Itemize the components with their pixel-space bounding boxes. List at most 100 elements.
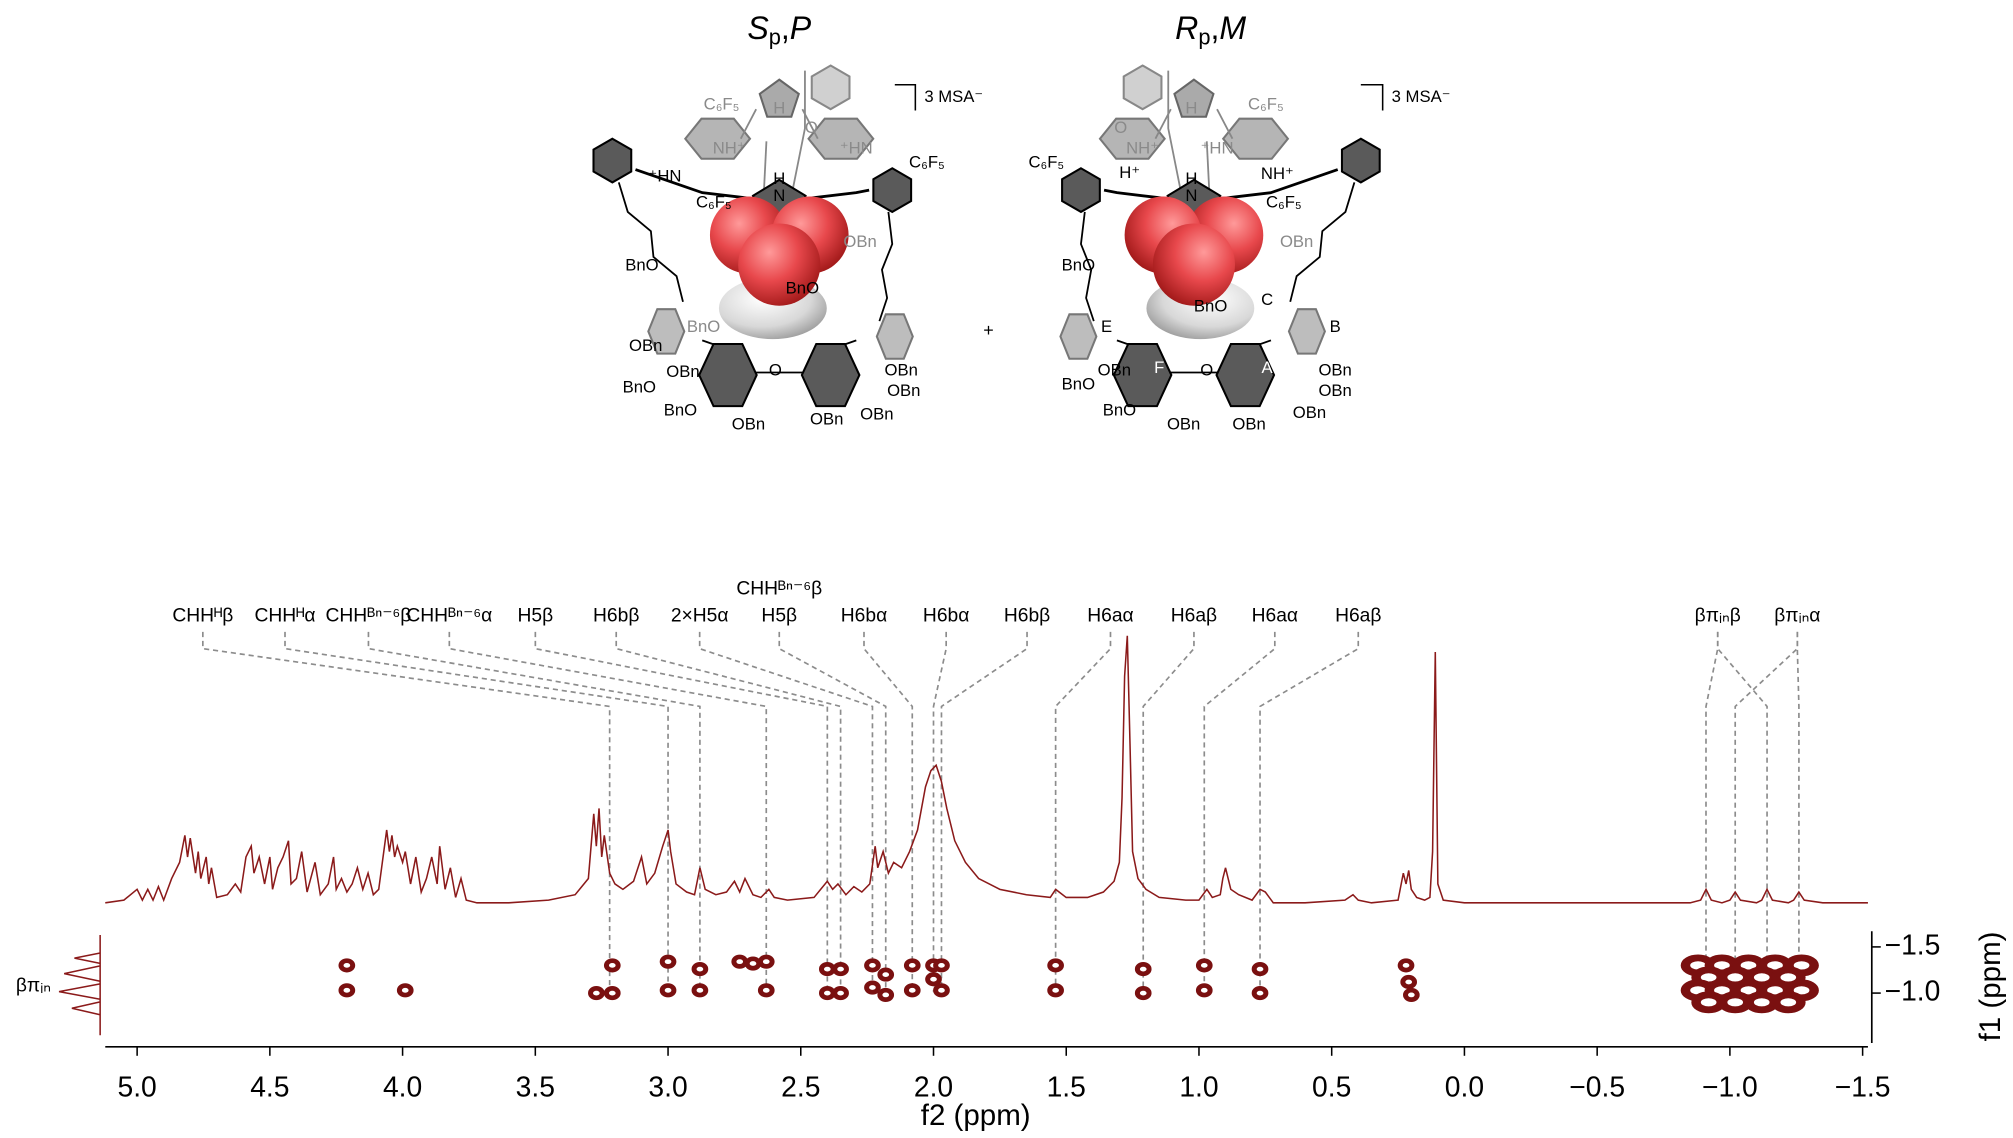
contour-inner xyxy=(1752,972,1771,983)
atom-label: N xyxy=(773,186,785,205)
contour-inner xyxy=(695,965,705,973)
structure-right xyxy=(1059,64,1382,408)
nmr-chart: 5.0 4.5 4.0 3.5 3.0 2.5 2.0 1.5 1.0 0.5 0.0 −0.5 −1.… xyxy=(16,579,2007,1133)
atom-label: OBn xyxy=(1280,232,1313,251)
x-tick-label: −1.0 xyxy=(1702,1071,1758,1103)
contour-inner xyxy=(592,989,601,997)
atom-label: OBn xyxy=(810,409,843,428)
peak-label: H6bα xyxy=(841,606,887,627)
atom-label: A xyxy=(1262,358,1274,377)
atom-label: B xyxy=(1330,317,1341,336)
contour-inner xyxy=(1739,960,1758,971)
contour-inner xyxy=(1138,989,1148,997)
contour-inner xyxy=(342,986,352,994)
peak-label: CHHᴴα xyxy=(254,606,315,627)
contour-inner xyxy=(836,989,845,997)
atom-label: BnO xyxy=(1062,255,1095,274)
contour-inner xyxy=(1051,961,1060,969)
atom-label: N xyxy=(1185,186,1197,205)
contour-inner xyxy=(836,965,845,973)
peak-label: CHHᴴβ xyxy=(172,606,233,627)
assignment-line xyxy=(202,631,611,992)
contour-inner xyxy=(1713,985,1731,996)
assignment-line xyxy=(284,631,669,992)
atom-label: OBn xyxy=(1293,403,1326,422)
atom-label: OBn xyxy=(1318,381,1351,400)
x-tick-label: 2.0 xyxy=(914,1071,953,1103)
contour-inner xyxy=(881,971,891,979)
atom-label: NH⁺ xyxy=(1261,164,1294,183)
assignment-line xyxy=(863,631,914,992)
atom-label: OBn xyxy=(666,362,699,381)
contour-inner xyxy=(1792,985,1811,996)
atom-label: OBn xyxy=(629,336,662,355)
assignment-line xyxy=(367,631,701,992)
assignment-line xyxy=(1259,631,1360,992)
atom-label: O xyxy=(805,118,818,137)
atom-label: O xyxy=(1200,361,1213,380)
atom-label: C₆F₅ xyxy=(704,95,740,114)
contour-inner xyxy=(1779,972,1798,983)
peak-label: CHHᴮⁿ⁻⁶α xyxy=(406,606,492,627)
contour-inner xyxy=(868,984,877,991)
atom-label: BnO xyxy=(664,400,697,419)
atom-label: O xyxy=(1114,118,1127,137)
contour-inner xyxy=(1739,985,1758,996)
contour-inner xyxy=(735,958,745,966)
contour-inner xyxy=(907,961,917,969)
contour-inner xyxy=(1713,960,1731,971)
assignment-line xyxy=(932,631,947,992)
atom-label: BnO xyxy=(623,377,656,396)
peak-label: H5β xyxy=(761,606,797,627)
atom-label: BnO xyxy=(1103,400,1136,419)
atom-label: BnO xyxy=(625,255,658,274)
x-tick-label: −0.5 xyxy=(1569,1071,1625,1103)
contour-inner xyxy=(1726,972,1745,983)
x-tick-label: 1.5 xyxy=(1047,1071,1086,1103)
contour-inner xyxy=(868,961,877,969)
atom-label: OBn xyxy=(1098,361,1131,380)
contour-inner xyxy=(1199,961,1209,969)
assignment-line xyxy=(448,631,768,992)
peak-label: H6aα xyxy=(1087,606,1133,627)
contour-inner xyxy=(937,986,946,994)
atom-label: OBn xyxy=(1318,361,1351,380)
plus-sign: + xyxy=(983,320,993,340)
atom-label: NH⁺ xyxy=(713,138,746,157)
atom-label: C₆F₅ xyxy=(1266,192,1302,211)
atom-label: ⁺HN xyxy=(1201,138,1234,157)
atom-label: C xyxy=(1261,290,1273,309)
contour-inner xyxy=(1138,965,1148,973)
atom-label: H⁺ xyxy=(1119,163,1140,182)
counterion: 3 MSA⁻ xyxy=(924,87,983,106)
assignment-line xyxy=(1142,631,1195,992)
bracket xyxy=(1360,84,1384,111)
atom-label: BnO xyxy=(687,317,720,336)
contour-inner xyxy=(929,975,938,983)
peak-label: βπᵢₙβ xyxy=(1695,606,1741,627)
atom-label: OBn xyxy=(885,361,918,380)
structure-title: Rp,M xyxy=(1175,10,1246,49)
atom-label: F xyxy=(1154,358,1164,377)
x-tick-label: 0.0 xyxy=(1445,1071,1484,1103)
assignment-line xyxy=(1716,631,1768,992)
atom-label: C₆F₅ xyxy=(696,192,732,211)
peak-label: H5β xyxy=(518,606,554,627)
assignment-line xyxy=(1705,631,1719,992)
contour-inner xyxy=(907,986,917,994)
assignment-line xyxy=(534,631,829,992)
contour-inner xyxy=(1766,985,1784,996)
contour-inner xyxy=(1699,997,1718,1008)
contour-inner xyxy=(400,986,410,994)
contour-inner xyxy=(1792,960,1811,971)
atom-label: ⁺HN xyxy=(840,138,873,157)
y2-tick-label: −1.5 xyxy=(1885,928,1941,960)
x-tick-label: 3.0 xyxy=(648,1071,687,1103)
assignment-line xyxy=(940,631,1028,992)
contour-inner xyxy=(937,961,946,969)
contour-inner xyxy=(1779,997,1798,1008)
atom-label: E xyxy=(1101,317,1112,336)
contour-inner xyxy=(748,960,758,967)
